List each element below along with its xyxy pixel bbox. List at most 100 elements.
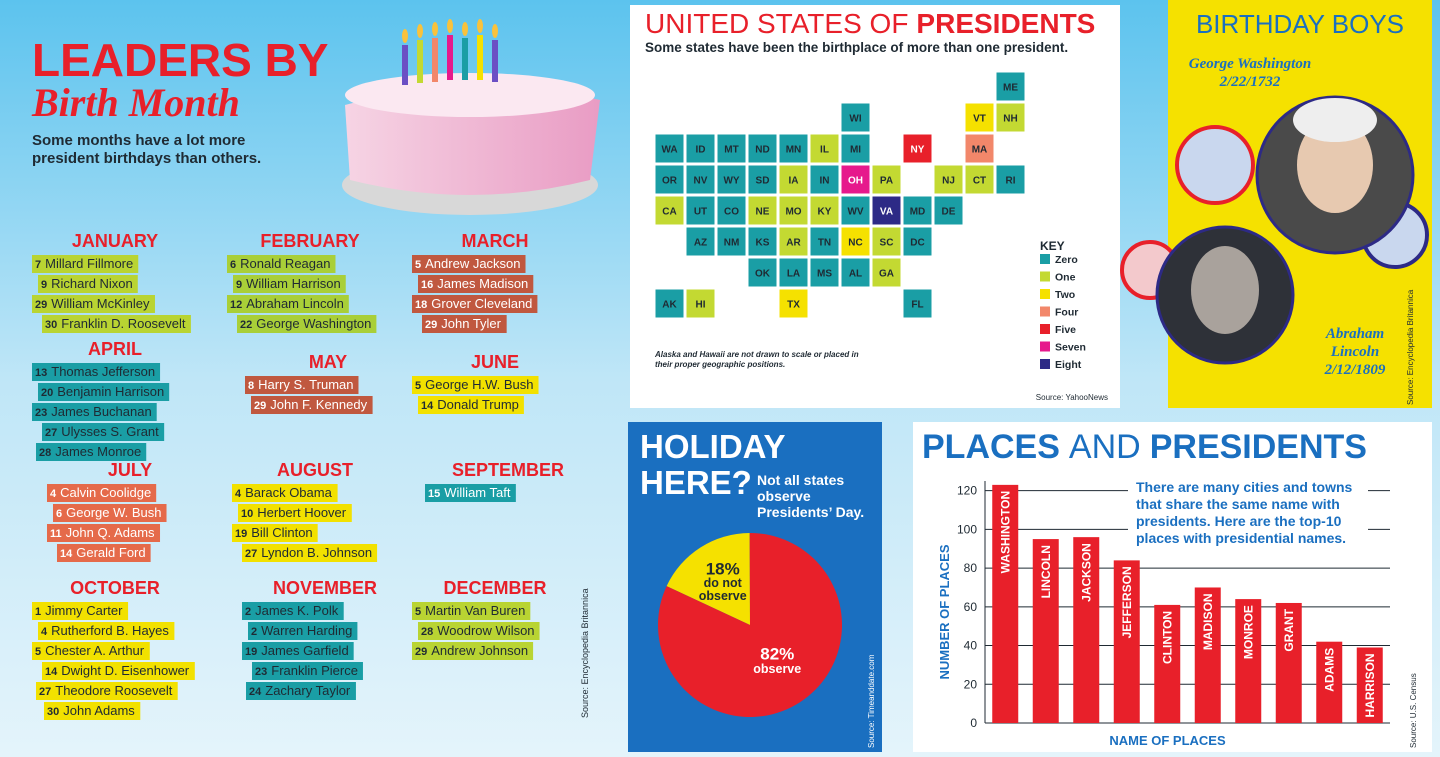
state-tile <box>654 133 685 164</box>
y-tick-label: 120 <box>957 484 977 498</box>
month-name: FEBRUARY <box>260 231 359 251</box>
president-entry: 27 Ulysses S. Grant <box>45 424 159 439</box>
birth-day: 19 <box>245 646 257 658</box>
key-swatch <box>1040 341 1050 352</box>
state-tile <box>871 164 902 195</box>
key-swatch <box>1040 359 1050 369</box>
state-label: NV <box>694 176 708 187</box>
president-name: William Taft <box>444 485 511 500</box>
state-label: ND <box>755 145 769 156</box>
president-name: Benjamin Harrison <box>57 384 164 399</box>
birth-day: 4 <box>235 488 242 500</box>
president-entry: 20 Benjamin Harrison <box>41 384 164 399</box>
highlight <box>412 255 526 273</box>
birth-day: 20 <box>41 387 53 399</box>
key-label: Zero <box>1055 254 1078 266</box>
president-name: William McKinley <box>51 296 150 311</box>
birth-day: 27 <box>245 548 257 560</box>
month-name: NOVEMBER <box>273 578 377 598</box>
title-part: PLACES <box>922 428 1060 466</box>
state-tile <box>654 288 685 319</box>
president-name: Franklin Pierce <box>271 663 358 678</box>
y-tick-label: 80 <box>964 561 978 575</box>
state-label: MA <box>972 145 988 156</box>
bar <box>992 484 1019 723</box>
state-label: WI <box>849 114 861 125</box>
birth-day: 10 <box>241 508 253 520</box>
president-entry: 29 William McKinley <box>35 296 150 311</box>
y-tick-label: 0 <box>970 716 977 730</box>
president-entry: 13 Thomas Jefferson <box>35 364 155 379</box>
birth-day: 27 <box>39 686 51 698</box>
highlight <box>44 702 141 720</box>
key-swatch <box>1040 289 1050 299</box>
president-name: Harry S. Truman <box>258 377 353 392</box>
birth-day: 23 <box>35 407 47 419</box>
month-name: AUGUST <box>277 460 353 480</box>
president-name: Theodore Roosevelt <box>55 683 172 698</box>
state-label: GA <box>879 269 894 280</box>
x-tick-label: WASHINGTON <box>998 491 1012 573</box>
birth-day: 15 <box>428 488 440 500</box>
state-label: OK <box>755 269 771 280</box>
president-entry: 30 Franklin D. Roosevelt <box>45 316 186 331</box>
bar <box>1073 537 1100 723</box>
president-entry: 9 William Harrison <box>236 276 341 291</box>
highlight <box>233 275 346 293</box>
president-entry: 9 Richard Nixon <box>41 276 133 291</box>
state-tile <box>654 164 685 195</box>
president-entry: 29 John Tyler <box>425 316 502 331</box>
president-name: Warren Harding <box>261 623 352 638</box>
president-name: Richard Nixon <box>51 276 133 291</box>
birth-day: 28 <box>421 626 433 638</box>
highlight <box>32 642 150 660</box>
highlight <box>42 315 191 333</box>
president-name: Andrew Johnson <box>431 643 528 658</box>
state-label: RI <box>1006 176 1016 187</box>
x-tick-label: JEFFERSON <box>1120 566 1134 638</box>
highlight <box>38 622 175 640</box>
president-name: John F. Kennedy <box>270 397 367 412</box>
bar <box>1113 560 1140 723</box>
source: Source: U.S. Census <box>1409 673 1418 748</box>
month-name: MAY <box>309 352 347 372</box>
birth-day: 29 <box>425 319 437 331</box>
key-swatch <box>1040 324 1050 334</box>
birth-day: 2 <box>251 626 257 638</box>
chart-title: PLACES AND PRESIDENTS <box>922 428 1367 466</box>
state-tile <box>685 133 716 164</box>
president-entry: 2 Warren Harding <box>251 623 352 638</box>
president-name: Thomas Jefferson <box>51 364 155 379</box>
person-name: Abraham <box>1325 326 1384 342</box>
birth-day: 22 <box>240 319 252 331</box>
president-entry: 19 Bill Clinton <box>235 525 313 540</box>
state-label: MI <box>850 145 861 156</box>
month-name: APRIL <box>88 339 142 359</box>
key-swatch <box>1040 254 1050 264</box>
y-tick-label: 60 <box>964 600 978 614</box>
president-name: Gerald Ford <box>76 545 145 560</box>
president-name: Donald Trump <box>437 397 519 412</box>
title-part: PRESIDENTS <box>1150 428 1367 466</box>
president-entry: 27 Theodore Roosevelt <box>39 683 173 698</box>
state-label: KS <box>756 238 770 249</box>
state-tile <box>716 226 747 257</box>
state-label: NE <box>756 207 770 218</box>
birth-day: 18 <box>415 299 427 311</box>
president-name: George W. Bush <box>66 505 161 520</box>
month-name: JANUARY <box>72 231 158 251</box>
state-tile <box>716 195 747 226</box>
x-tick-label: GRANT <box>1282 608 1296 651</box>
map-title: UNITED STATES OF PRESIDENTS <box>645 8 1095 39</box>
state-tile <box>933 164 964 195</box>
x-tick-label: MADISON <box>1201 593 1215 650</box>
highlight <box>32 363 161 381</box>
president-name: Chester A. Arthur <box>45 643 145 658</box>
highlight <box>57 544 151 562</box>
birth-day: 11 <box>50 528 62 540</box>
y-tick-label: 20 <box>964 677 978 691</box>
x-tick-label: CLINTON <box>1160 611 1174 664</box>
state-label: NJ <box>942 176 955 187</box>
president-name: Abraham Lincoln <box>246 296 344 311</box>
president-entry: 4 Barack Obama <box>235 485 333 500</box>
